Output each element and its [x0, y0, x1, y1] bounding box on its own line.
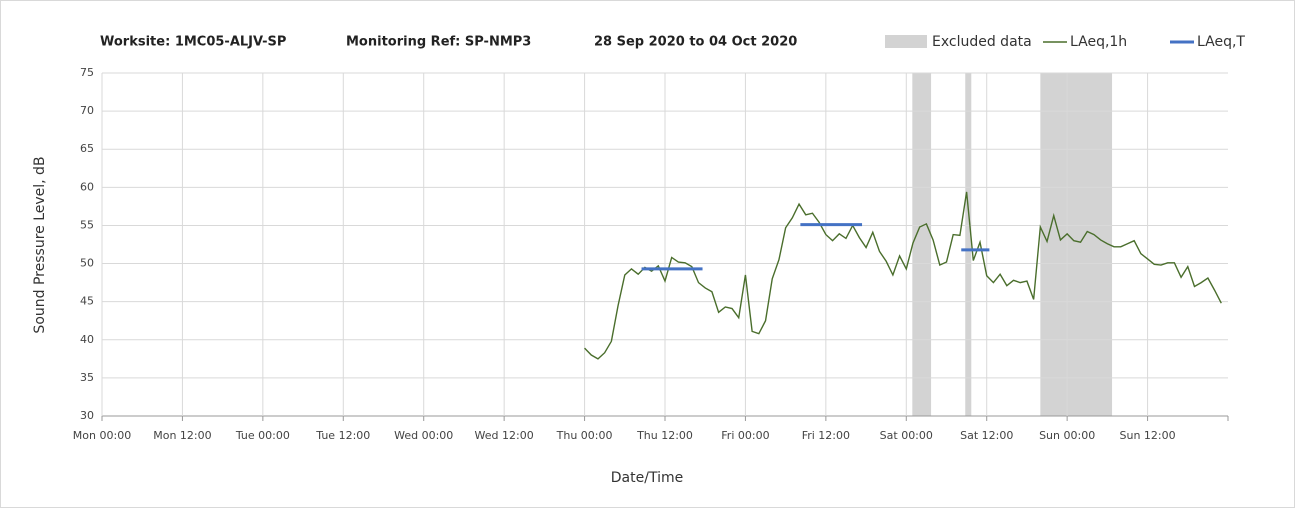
y-tick-label: 45	[80, 295, 94, 308]
x-tick-label: Tue 00:00	[235, 429, 290, 442]
y-tick-label: 40	[80, 333, 94, 346]
legend-label: LAeq,T	[1197, 34, 1245, 50]
x-tick-label: Mon 00:00	[73, 429, 131, 442]
title-worksite: Worksite: 1MC05-ALJV-SP	[100, 35, 286, 50]
x-tick-label: Thu 12:00	[636, 429, 693, 442]
legend-label: LAeq,1h	[1070, 34, 1127, 50]
x-tick-label: Fri 12:00	[802, 429, 850, 442]
excluded-region	[1040, 73, 1113, 416]
x-tick-label: Sat 12:00	[960, 429, 1013, 442]
y-tick-label: 35	[80, 371, 94, 384]
x-axis-label: Date/Time	[611, 470, 683, 486]
x-tick-label: Wed 00:00	[394, 429, 453, 442]
y-tick-label: 70	[80, 104, 94, 117]
y-tick-label: 60	[80, 180, 94, 193]
x-tick-label: Thu 00:00	[556, 429, 613, 442]
y-axis-label: Sound Pressure Level, dB	[32, 156, 48, 333]
x-tick-label: Sun 12:00	[1120, 429, 1176, 442]
y-tick-label: 75	[80, 66, 94, 79]
x-tick-label: Sat 00:00	[880, 429, 933, 442]
x-tick-label: Wed 12:00	[475, 429, 534, 442]
y-tick-label: 55	[80, 218, 94, 231]
y-tick-label: 50	[80, 257, 94, 270]
y-tick-label: 65	[80, 142, 94, 155]
title-dates: 28 Sep 2020 to 04 Oct 2020	[594, 35, 797, 50]
title-ref: Monitoring Ref: SP-NMP3	[346, 35, 531, 50]
legend-label: Excluded data	[932, 34, 1032, 50]
x-tick-label: Sun 00:00	[1039, 429, 1095, 442]
x-tick-label: Fri 00:00	[721, 429, 769, 442]
line-series	[584, 191, 1222, 360]
x-tick-label: Mon 12:00	[153, 429, 211, 442]
x-tick-label: Tue 12:00	[315, 429, 370, 442]
excluded-region	[912, 73, 932, 416]
legend-swatch	[885, 35, 927, 48]
excluded-region	[965, 73, 972, 416]
y-tick-label: 30	[80, 409, 94, 422]
